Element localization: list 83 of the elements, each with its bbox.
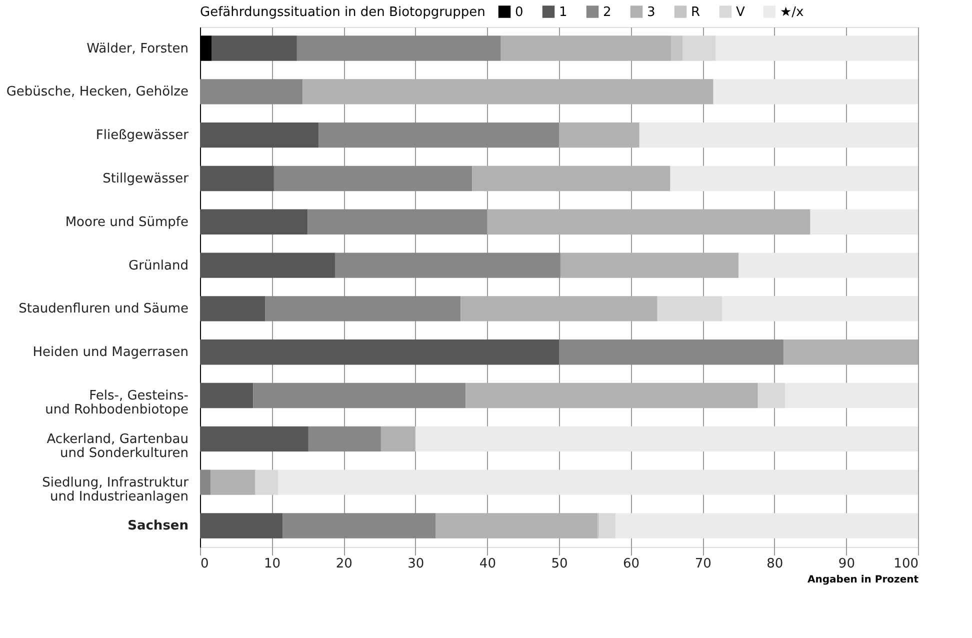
bar [200,513,283,538]
bar [436,513,598,538]
x-tick-label: 30 [408,556,424,572]
bar [559,340,784,365]
legend-label: V [736,4,745,20]
x-tick-label: 50 [551,556,568,572]
bar [200,382,254,408]
bar [200,122,318,148]
bar [210,470,256,495]
bar [713,79,918,104]
bar [282,513,436,538]
bar [200,166,274,192]
bar [200,470,211,495]
bar [784,340,918,365]
bar [460,296,658,322]
bar [616,513,918,538]
legend-title: Gefährdungssituation in den Biotopgruppen [200,5,486,20]
x-tick-label: 20 [336,556,352,572]
bar [200,296,266,322]
bar [318,122,559,148]
bar [302,79,714,104]
bar [738,252,918,278]
bar [278,470,918,495]
bar [334,252,560,278]
y-tick-label: Fels-, Gesteins- und Rohbodenbiotope [45,388,189,418]
y-tick-label: Staudenfluren und Säume [18,302,188,317]
x-tick-label: 60 [623,556,640,572]
bar [308,426,381,452]
bar [500,36,672,61]
bar [200,209,308,234]
bar [466,382,758,408]
bar [472,166,670,192]
x-tick-label: 40 [479,556,496,572]
bar [380,426,416,452]
bar [657,296,722,322]
bar [810,209,918,234]
y-tick-label: Grünland [128,258,188,274]
y-tick-label: Ackerland, Gartenbau und Sonderkulturen [46,432,188,461]
x-tick-label: 80 [766,556,784,572]
bar [758,382,786,408]
x-tick-label: 10 [264,556,281,572]
bar [716,36,918,61]
bar [639,122,918,148]
bar [682,36,716,61]
bar [560,252,738,278]
y-tick-label: Wälder, Forsten [86,41,188,56]
bar [253,382,466,408]
y-tick-label: Gebüsche, Hecken, Gehölze [6,84,188,100]
bar [255,470,278,495]
y-tick-label: Sachsen [128,518,188,534]
bar [265,296,461,322]
bar [599,513,616,538]
y-tick-label: Heiden und Magerrasen [32,345,188,360]
y-tick-label: Stillgewässer [102,171,190,186]
legend-label: 2 [603,4,612,20]
legend-label: 0 [515,4,524,20]
bar [415,426,918,452]
bar [308,209,488,234]
x-tick-label: 70 [694,556,712,572]
bar [487,209,810,234]
bar [671,36,682,61]
x-tick-label: 90 [838,556,855,572]
bar [211,36,297,61]
bar [722,296,918,322]
y-tick-label: Fließgewässer [96,128,190,144]
legend-label: ★/x [780,4,804,20]
bar [670,166,918,192]
y-tick-label: Siedlung, Infrastruktur und Industrieanlagen [42,475,190,504]
bar [785,382,918,408]
y-tick-label: Moore und Sümpfe [65,214,188,230]
legend-label: 3 [647,4,656,20]
x-tick-label: 0 [200,556,209,572]
legend-label: R [691,4,700,20]
bar [200,252,335,278]
x-tick-label: 100 [894,556,918,572]
bar [200,79,303,104]
bar [274,166,472,192]
x-axis-title: Angaben in Prozent [808,574,919,586]
bar [559,122,640,148]
bar [200,340,559,365]
bar [296,36,501,61]
bar [200,426,308,452]
legend-label: 1 [559,4,568,20]
